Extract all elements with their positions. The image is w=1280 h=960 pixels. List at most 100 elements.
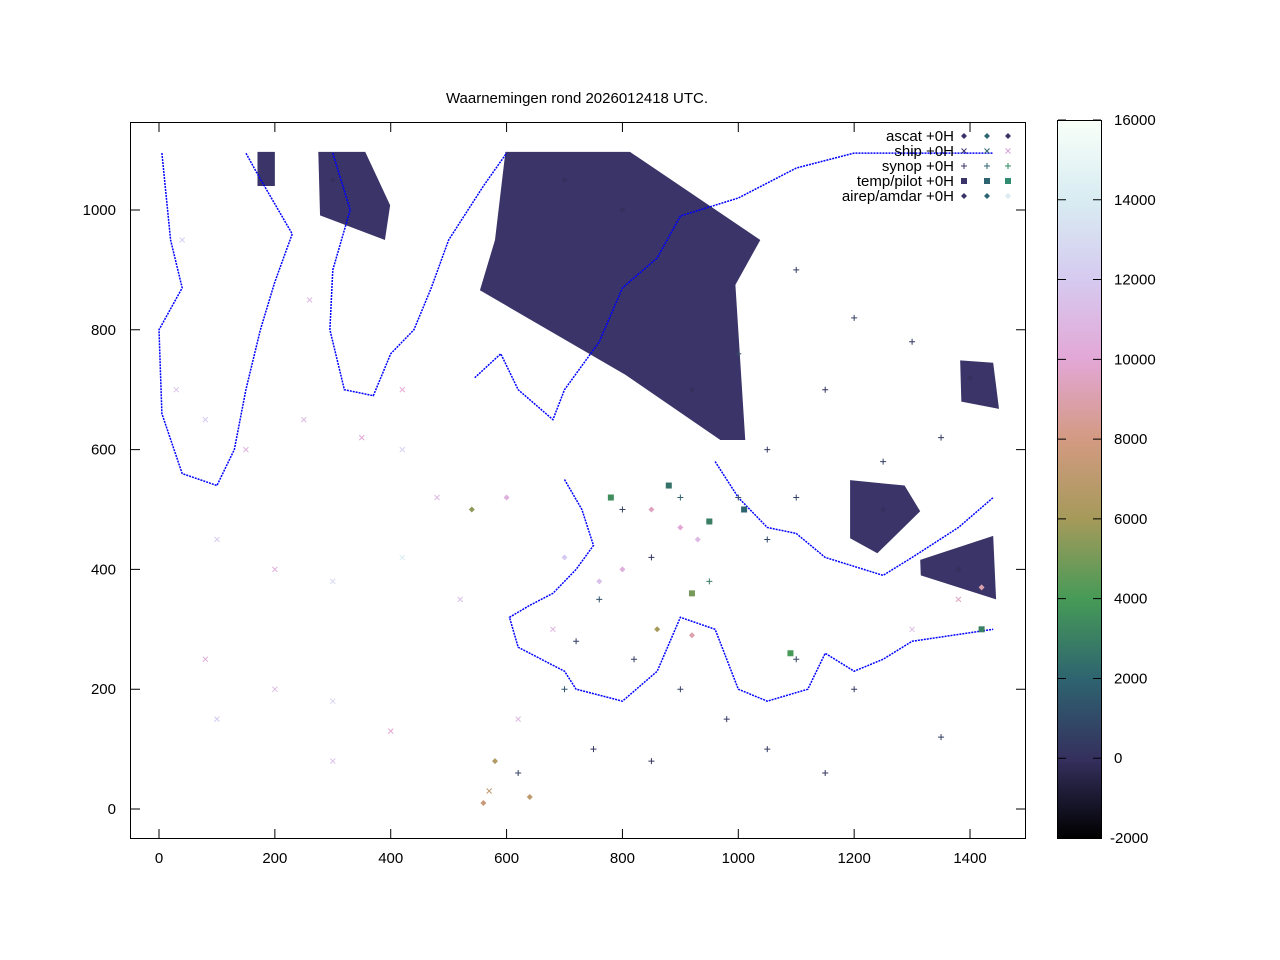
y-tick-label: 200 (91, 681, 116, 698)
chart-title: Waarnemingen rond 2026012418 UTC. (446, 90, 708, 107)
data-point (764, 746, 771, 753)
data-point (688, 386, 695, 393)
data-point (619, 506, 626, 513)
y-tick-label: 800 (91, 322, 116, 339)
data-point (688, 590, 695, 597)
data-point (793, 266, 800, 273)
x-tick-label: 1400 (953, 850, 986, 867)
data-point (822, 770, 829, 777)
x-tick-label: 400 (378, 850, 403, 867)
x-tick-label: 0 (155, 850, 163, 867)
data-point (457, 596, 464, 603)
data-point (955, 596, 962, 603)
data-point (677, 524, 684, 531)
data-point (329, 578, 336, 585)
data-point (596, 596, 603, 603)
legend-marker (984, 178, 990, 184)
legend-marker (1005, 163, 1011, 169)
legend-marker (984, 133, 990, 139)
data-point (515, 770, 522, 777)
data-point (648, 758, 655, 765)
data-point (694, 536, 701, 543)
data-point (706, 578, 713, 585)
data-point (515, 716, 522, 723)
data-point (202, 656, 209, 663)
data-point (822, 386, 829, 393)
data-point (735, 350, 742, 357)
y-tick-label: 400 (91, 561, 116, 578)
data-point (272, 686, 278, 693)
data-point (978, 626, 985, 633)
colorbar-tick-label: 8000 (1114, 431, 1147, 448)
y-axis: 0 200 400 600 800 1000 (83, 202, 1025, 818)
colorbar-tick-label: 14000 (1114, 192, 1156, 209)
plot-border (130, 122, 1026, 839)
legend-marker (1005, 178, 1011, 184)
data-point (735, 494, 742, 501)
legend-marker (984, 148, 990, 154)
legend-marker (1005, 133, 1011, 139)
legend-label: synop +0H (882, 158, 954, 175)
data-point (561, 686, 568, 693)
data-point (173, 386, 180, 393)
y-tick-label: 600 (91, 442, 116, 459)
data-point (480, 800, 487, 807)
ascat-swath (850, 480, 921, 554)
series-2 (515, 266, 945, 777)
legend-marker (961, 148, 967, 154)
coastline (474, 152, 994, 421)
coastline (329, 152, 508, 397)
data-point (329, 758, 336, 764)
y-tick-label: 1000 (83, 202, 116, 219)
data-point (399, 446, 406, 453)
colorbar-tick-label: 16000 (1114, 112, 1156, 129)
colorbar-tick-label: 4000 (1114, 591, 1147, 608)
plot-area (158, 151, 999, 807)
data-point (526, 794, 533, 801)
legend-label: ascat +0H (886, 128, 954, 145)
data-point (967, 374, 974, 381)
data-point (590, 746, 597, 753)
data-point (300, 416, 307, 423)
data-point (329, 177, 336, 184)
data-point (677, 494, 684, 501)
x-tick-label: 1200 (837, 850, 870, 867)
legend-label: temp/pilot +0H (857, 173, 954, 190)
data-point (880, 506, 887, 513)
data-point (243, 446, 249, 453)
legend-marker (1005, 148, 1011, 154)
data-point (434, 494, 440, 501)
series-1 (173, 237, 962, 794)
data-point (978, 584, 985, 591)
coastline (158, 152, 294, 487)
x-tick-label: 200 (262, 850, 287, 867)
data-point (851, 686, 858, 693)
legend-label: airep/amdar +0H (842, 188, 954, 205)
colorbar-ticks: -2000 0 2000 4000 6000 8000 10000 12000 14000 160… (1058, 112, 1156, 847)
data-point (851, 314, 858, 321)
data-point (596, 578, 603, 585)
x-tick-label: 1000 (722, 850, 755, 867)
ascat-swath (479, 151, 761, 441)
data-point (909, 626, 915, 633)
series-3 (607, 482, 985, 657)
data-point (938, 434, 945, 441)
legend-marker (961, 193, 967, 199)
data-point (179, 237, 186, 243)
legend-marker (984, 193, 990, 199)
data-point (793, 494, 800, 501)
x-axis: 0 200 400 600 800 1000 1200 1400 (155, 123, 987, 867)
coastline (714, 461, 994, 577)
data-point (654, 626, 661, 633)
data-point (550, 626, 556, 633)
data-point (329, 698, 336, 705)
data-point (272, 566, 278, 573)
data-point (955, 566, 962, 573)
data-point (764, 536, 771, 543)
colorbar-tick-label: -2000 (1110, 830, 1148, 847)
data-point (214, 536, 220, 543)
colorbar-tick-label: 6000 (1114, 511, 1147, 528)
data-point (880, 458, 887, 465)
